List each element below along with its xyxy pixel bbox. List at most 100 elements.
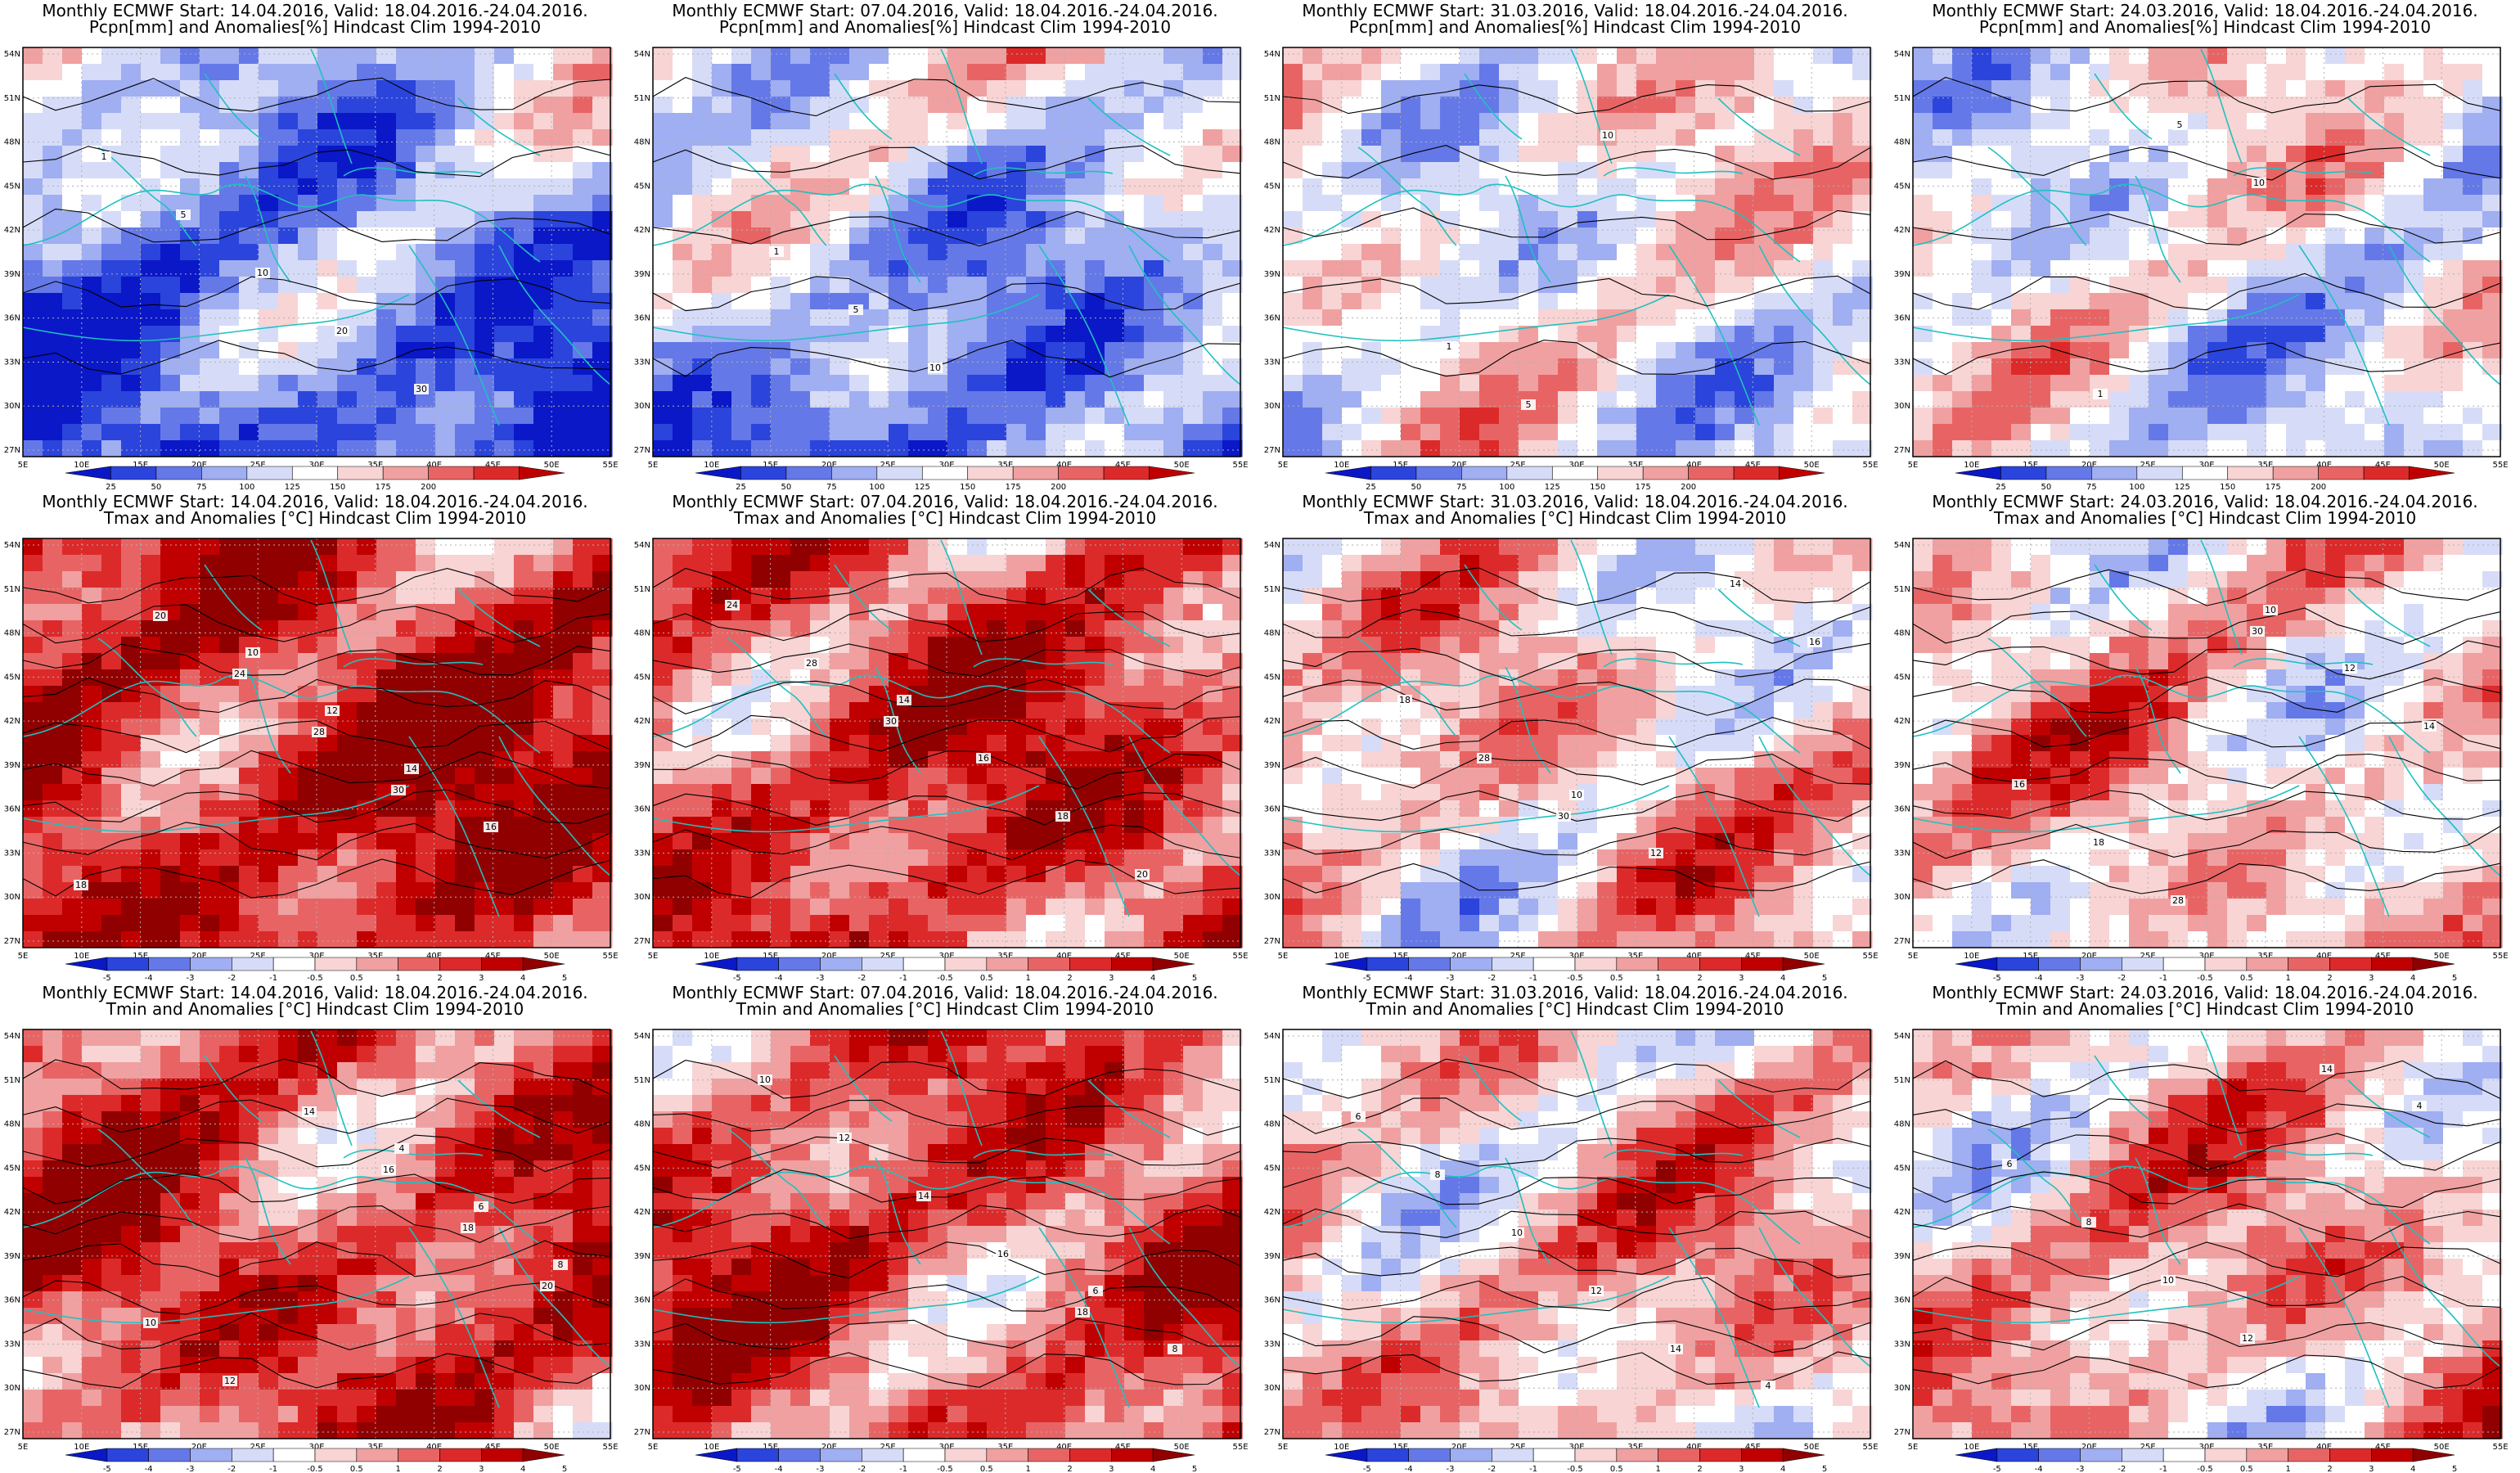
- field-cell: [82, 768, 102, 785]
- field-cell: [1203, 64, 1223, 81]
- field-cell: [2031, 113, 2051, 130]
- field-cell: [62, 391, 83, 408]
- field-cell: [1972, 113, 1992, 130]
- field-cell: [1144, 424, 1164, 441]
- field-cell: [1656, 129, 1676, 146]
- field-cell: [1144, 113, 1164, 130]
- field-cell: [1499, 97, 1519, 114]
- field-cell: [1085, 866, 1105, 883]
- field-cell: [1774, 358, 1794, 376]
- contours: [652, 76, 1241, 378]
- field-cell: [2188, 424, 2208, 441]
- field-cell: [2423, 146, 2444, 163]
- field-cell: [1440, 408, 1460, 425]
- field-cell: [23, 637, 43, 654]
- field-cell: [1991, 227, 2012, 245]
- field-cell: [141, 555, 161, 572]
- field-cell: [1203, 538, 1223, 556]
- field-cell: [121, 538, 142, 556]
- field-cell: [928, 375, 948, 392]
- field-cell: [435, 424, 456, 441]
- field-cell: [1163, 113, 1184, 130]
- field-cell: [1065, 227, 1086, 245]
- field-cell: [2443, 80, 2464, 97]
- field-cell: [830, 849, 850, 867]
- field-cell: [653, 931, 673, 948]
- field-cell: [2482, 277, 2503, 294]
- field-cell: [1852, 178, 1873, 196]
- contour-line: [1912, 342, 2501, 376]
- field-cell: [987, 178, 1007, 196]
- field-cell: [1597, 146, 1618, 163]
- field-cell: [771, 866, 791, 883]
- field-cell: [1105, 620, 1125, 637]
- field-cell: [337, 375, 358, 392]
- field-cell: [1479, 375, 1500, 392]
- field-cell: [592, 669, 613, 687]
- field-cell: [337, 751, 358, 768]
- field-cell: [416, 686, 436, 703]
- contour-line: [1912, 146, 2501, 181]
- field-cell: [2188, 326, 2208, 343]
- field-cell: [692, 162, 713, 179]
- colorbar-label: 0.5: [350, 974, 363, 982]
- field-cell: [1460, 64, 1480, 81]
- field-cell: [2129, 440, 2149, 457]
- field-cell: [2227, 277, 2248, 294]
- field-cell: [298, 702, 318, 719]
- lat-label: 54N: [634, 50, 650, 59]
- field-cell: [947, 358, 968, 376]
- field-cell: [1676, 358, 1696, 376]
- field-cell: [357, 555, 377, 572]
- field-cell: [2286, 260, 2306, 277]
- field-cell: [908, 882, 929, 899]
- field-cell: [1933, 97, 1953, 114]
- field-cell: [947, 702, 968, 719]
- field-cell: [82, 424, 102, 441]
- colorbar-swatch: [2000, 466, 2047, 480]
- field-cell: [1933, 162, 1953, 179]
- colorbar-label: 100: [1499, 483, 1514, 491]
- field-cell: [455, 931, 475, 948]
- field-cell: [712, 64, 732, 81]
- field-cell: [2168, 80, 2189, 97]
- field-cell: [1322, 146, 1343, 163]
- field-cell: [1046, 653, 1066, 670]
- field-cell: [141, 178, 161, 196]
- field-cell: [82, 358, 102, 376]
- field-cell: [1026, 146, 1046, 163]
- field-cell: [317, 178, 338, 196]
- field-cell: [1636, 227, 1657, 245]
- field-cell: [2050, 113, 2071, 130]
- field-cell: [2031, 375, 2051, 392]
- coastline: [652, 183, 1171, 263]
- field-cell: [1183, 195, 1204, 212]
- field-cell: [553, 408, 574, 425]
- field-cell: [200, 849, 220, 867]
- field-cell: [908, 784, 929, 801]
- field-cell: [337, 293, 358, 310]
- field-cell: [830, 375, 850, 392]
- field-cell: [692, 424, 713, 441]
- field-cell: [1144, 195, 1164, 212]
- field-cell: [1342, 342, 1362, 359]
- field-cell: [1774, 162, 1794, 179]
- field-cell: [849, 326, 870, 343]
- field-cell: [298, 97, 318, 114]
- field-cell: [1695, 97, 1716, 114]
- field-cell: [1144, 97, 1164, 114]
- field-cell: [869, 178, 889, 196]
- field-cell: [889, 424, 909, 441]
- field-cell: [2050, 146, 2071, 163]
- field-cell: [455, 882, 475, 899]
- field-cell: [1046, 424, 1066, 441]
- field-cell: [219, 849, 240, 867]
- field-cell: [1715, 358, 1735, 376]
- field-cell: [2404, 47, 2424, 65]
- lon-label: 45E: [485, 461, 501, 470]
- field-cell: [239, 129, 259, 146]
- field-cell: [573, 833, 593, 850]
- field-cell: [514, 899, 534, 916]
- field-cell: [337, 227, 358, 245]
- field-cell: [1124, 375, 1145, 392]
